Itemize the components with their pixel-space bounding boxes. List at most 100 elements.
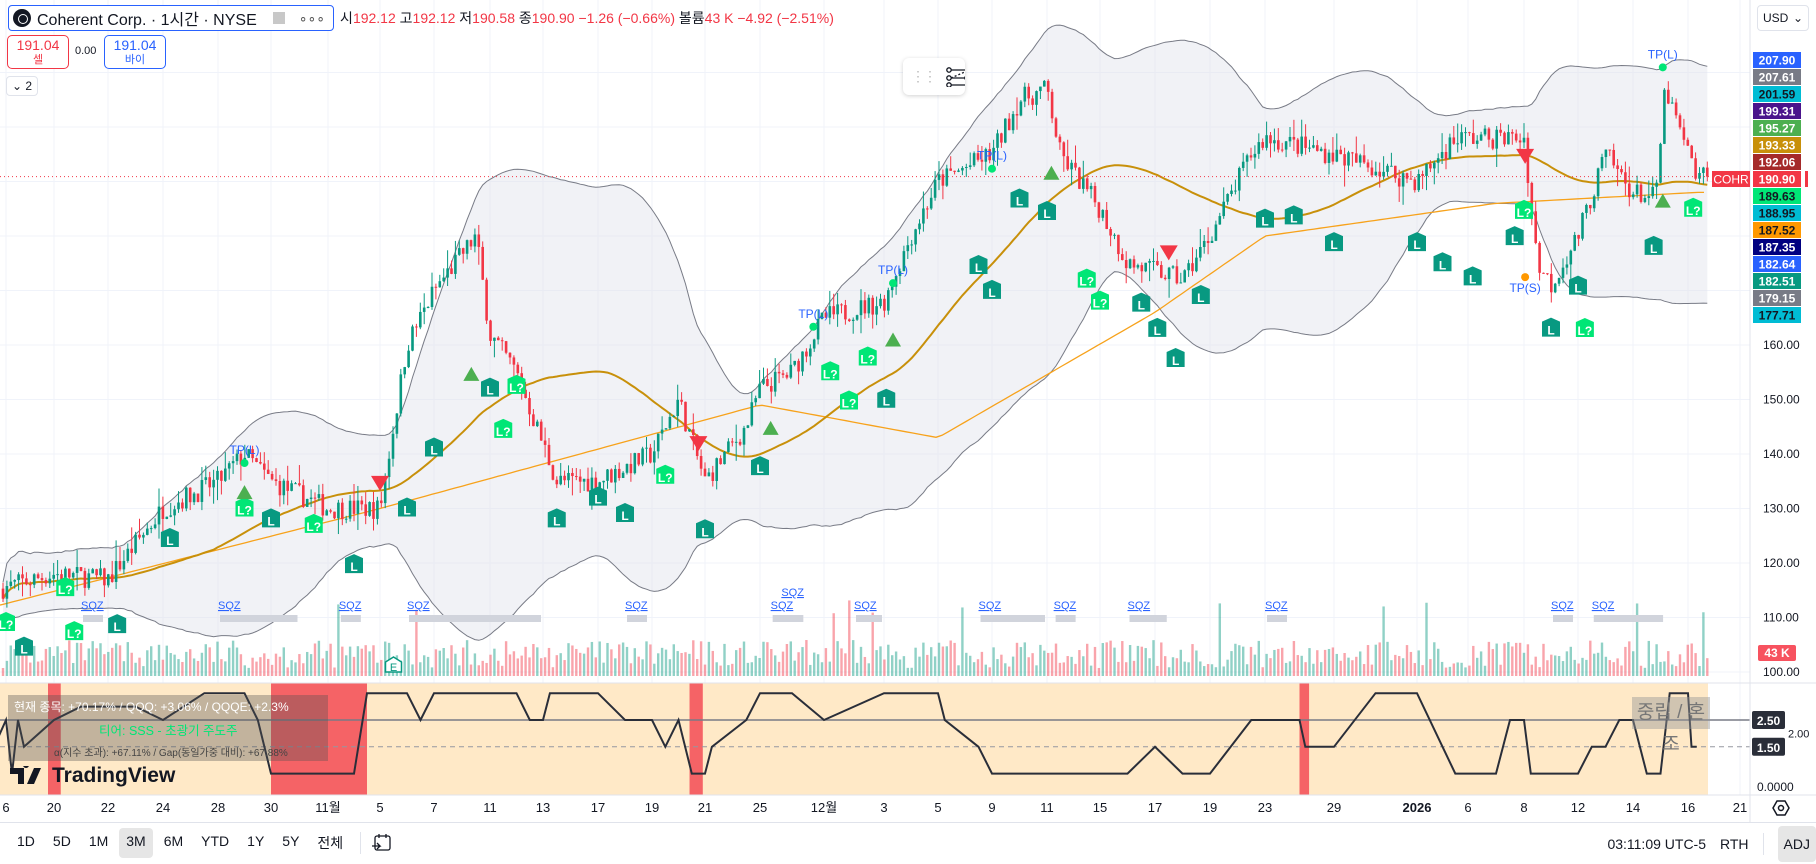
signal-label: L? — [1686, 204, 1701, 218]
candle-body — [1168, 268, 1171, 279]
volume-bar — [462, 648, 464, 676]
squeeze-label: SQZ — [339, 600, 362, 612]
candle-body — [435, 287, 438, 288]
candle-body — [1250, 155, 1253, 157]
range-6M[interactable]: 6M — [157, 828, 190, 858]
volume-bar — [1254, 655, 1256, 676]
header-row: Coherent Corp. · 1시간 · NYSE ∘∘∘ 시192.12 … — [8, 5, 834, 31]
volume-bar — [76, 643, 78, 676]
candle-body — [813, 339, 816, 348]
candle-body — [1156, 261, 1159, 265]
volume-bar — [1106, 642, 1108, 676]
signal-long: L — [1645, 236, 1663, 256]
earnings-label: E — [390, 662, 397, 674]
squeeze-label: SQZ — [81, 600, 104, 612]
adjust-button[interactable]: ADJ — [1778, 826, 1816, 862]
candle-body — [809, 349, 812, 357]
more-icon[interactable]: ∘∘∘ — [299, 10, 325, 27]
volume-bar — [723, 644, 725, 676]
candle-body — [41, 578, 44, 580]
candle-body — [567, 473, 570, 480]
time-tick: 19 — [645, 800, 659, 815]
range-전체[interactable]: 전체 — [310, 828, 350, 858]
range-5D[interactable]: 5D — [46, 828, 78, 858]
volume-bar — [747, 663, 749, 676]
candle — [134, 532, 137, 555]
candle-body — [942, 174, 945, 185]
goto-date-icon[interactable] — [371, 832, 393, 854]
volume-bar — [895, 651, 897, 676]
volume-bar — [353, 657, 355, 676]
volume-bar — [809, 665, 811, 676]
volume-bar — [852, 640, 854, 676]
symbol-legend[interactable]: Coherent Corp. · 1시간 · NYSE ∘∘∘ — [8, 5, 334, 31]
candle — [762, 368, 765, 385]
candle-body — [1082, 178, 1085, 189]
flag-icon[interactable] — [273, 12, 285, 24]
candle-body — [91, 569, 94, 573]
candle-body — [411, 326, 414, 350]
candle — [197, 493, 200, 502]
candle-body — [1035, 91, 1038, 105]
volume-bar — [1304, 662, 1306, 676]
candle-body — [181, 503, 184, 509]
range-1D[interactable]: 1D — [10, 828, 42, 858]
volume-bar — [1398, 656, 1400, 676]
range-1M[interactable]: 1M — [82, 828, 115, 858]
time-tick: 6 — [1464, 800, 1471, 815]
candle-body — [1425, 164, 1428, 176]
volume-bar — [1301, 656, 1303, 676]
candle-body — [1238, 168, 1241, 191]
volume-bar — [380, 660, 382, 676]
volume-bar — [1562, 661, 1564, 676]
squeeze-bar — [856, 615, 882, 622]
tradingview-logo[interactable]: TradingView — [10, 764, 175, 788]
volume-bar — [450, 645, 452, 676]
session-button[interactable]: RTH — [1720, 836, 1749, 852]
volume-bar — [786, 644, 788, 676]
time-tick: 29 — [1327, 800, 1341, 815]
volume-bar — [1219, 603, 1221, 676]
currency-select[interactable]: USD⌄ — [1757, 5, 1809, 31]
candle — [1055, 117, 1058, 138]
volume-bar — [1437, 649, 1439, 676]
candle-body — [1191, 263, 1194, 271]
volume-bar — [60, 653, 62, 676]
time-tick: 28 — [211, 800, 225, 815]
volume-bar — [478, 665, 480, 676]
candle-body — [1222, 202, 1225, 216]
object-tree-icon[interactable] — [945, 67, 965, 87]
signal-long: L — [161, 528, 179, 548]
volume-bar — [821, 662, 823, 676]
volume-bar — [977, 659, 979, 676]
signal-long: L — [1434, 252, 1452, 272]
volume-bar — [872, 613, 874, 676]
range-5Y[interactable]: 5Y — [275, 828, 306, 858]
volume-bar — [996, 659, 998, 676]
collapse-indicators-button[interactable]: ⌄ 2 — [6, 76, 38, 96]
candle-body — [793, 361, 796, 365]
candle-body — [400, 374, 403, 413]
price-tag-value: 179.15 — [1759, 292, 1796, 306]
volume-bar — [177, 659, 179, 676]
candle — [684, 402, 687, 432]
volume-bar — [1355, 657, 1357, 676]
range-3M[interactable]: 3M — [119, 828, 152, 858]
volume-bar — [1601, 643, 1603, 676]
drawing-toolbar[interactable]: ⋮⋮ — [903, 58, 965, 95]
candle-body — [782, 373, 785, 375]
candle-body — [166, 517, 169, 519]
clock[interactable]: 03:11:09 UTC-5 — [1607, 836, 1706, 852]
volume-bar — [1433, 642, 1435, 676]
candle-body — [1109, 229, 1112, 236]
volume-bar — [696, 659, 698, 676]
drag-handle-icon[interactable]: ⋮⋮ — [911, 68, 935, 85]
candle-body — [735, 442, 738, 443]
candle-body — [1355, 153, 1358, 162]
candle — [1144, 263, 1147, 273]
candle-body — [1074, 163, 1077, 168]
range-1Y[interactable]: 1Y — [240, 828, 271, 858]
range-YTD[interactable]: YTD — [194, 828, 236, 858]
